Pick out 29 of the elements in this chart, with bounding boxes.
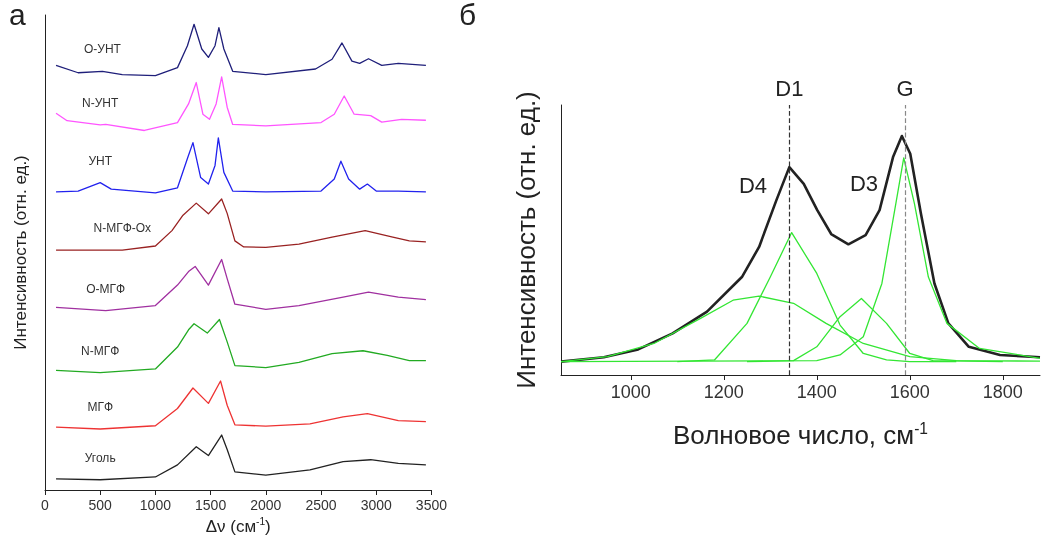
series-label: N-МГФ (81, 343, 120, 358)
series-label: УНТ (88, 153, 113, 168)
x-tick-label: 1200 (703, 382, 744, 402)
series-label: N-УНТ (82, 95, 120, 110)
x-tick-label: 3000 (360, 497, 392, 513)
series-label: О-УНТ (83, 42, 122, 57)
chart-title: а (9, 0, 26, 31)
x-tick-label: 0 (41, 497, 50, 513)
x-tick-label: 1000 (139, 497, 172, 513)
x-tick-label: 2500 (305, 497, 337, 513)
series-label: МГФ (87, 400, 114, 414)
y-axis-title: Интенсивность (отн. ед.) (11, 155, 30, 350)
x-tick-label: 1600 (889, 382, 930, 402)
series-label: О-МГФ (86, 281, 126, 296)
series-label: N-МГФ-Ox (93, 221, 152, 236)
ref-line-label: G (896, 75, 914, 101)
series-label: Уголь (84, 450, 116, 465)
x-tick-label: 2000 (250, 497, 282, 513)
ref-line-label: D1 (775, 75, 804, 101)
y-axis-title: Интенсивность (отн. ед.) (511, 91, 541, 389)
annotation: D3 (849, 170, 879, 196)
x-tick-label: 1800 (982, 382, 1023, 402)
annotation: D4 (738, 172, 768, 198)
x-tick-label: 500 (88, 497, 113, 513)
x-tick-label: 3500 (415, 497, 448, 513)
chart-title: б (459, 0, 477, 31)
x-tick-label: 1400 (796, 382, 837, 402)
x-tick-label: 1000 (610, 382, 651, 402)
x-tick-label: 1500 (195, 497, 227, 513)
